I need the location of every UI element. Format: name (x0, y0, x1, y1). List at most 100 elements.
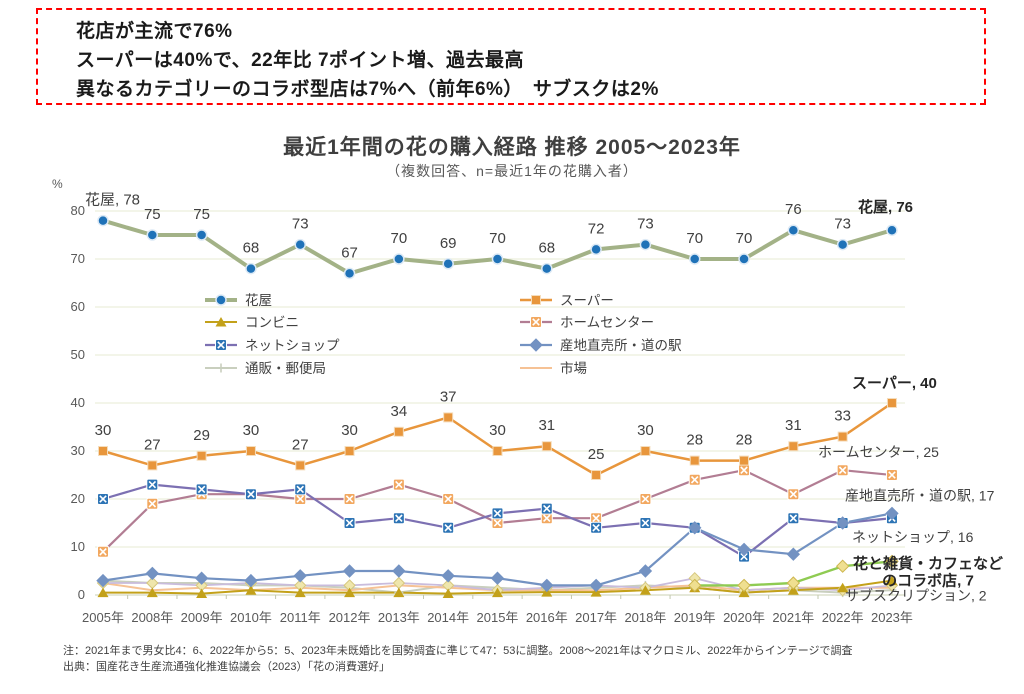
svg-text:25: 25 (588, 446, 605, 463)
svg-text:67: 67 (341, 244, 358, 261)
y-tick-label: 50 (71, 347, 85, 362)
legend-label: 花屋 (245, 293, 272, 308)
y-tick-label: 0 (78, 587, 85, 602)
x-tick-label: 2008年 (131, 610, 173, 625)
legend-label: 通販・郵便局 (245, 361, 326, 376)
svg-text:27: 27 (144, 436, 161, 453)
legend-label: スーパー (560, 293, 614, 308)
series-end-label-スーパー: スーパー, 40 (852, 375, 937, 392)
svg-text:33: 33 (834, 408, 851, 425)
svg-text:28: 28 (736, 432, 753, 449)
svg-text:31: 31 (785, 417, 802, 434)
svg-text:30: 30 (243, 422, 260, 439)
series-line-スーパー (101, 401, 894, 477)
legend-item-花屋: 花屋 (205, 293, 272, 308)
legend-item-スーパー: スーパー (520, 293, 614, 308)
series-point-labels-スーパー: 30 27 29 30 27 30 34 37 30 31 25 30 28 28 31 33 (95, 388, 851, 463)
svg-text:68: 68 (538, 240, 555, 257)
svg-text:73: 73 (292, 216, 309, 233)
callout-line-3: 異なるカテゴリーのコラボ型店は7%へ（前年6%） サブスクは2% (76, 79, 659, 100)
y-axis-unit: % (52, 177, 63, 191)
legend-item-コンビニ: コンビニ (205, 315, 299, 330)
x-tick-label: 2011年 (280, 610, 321, 625)
x-tick-label: 2017年 (575, 610, 617, 625)
x-tick-label: 2009年 (181, 610, 223, 625)
svg-text:70: 70 (736, 230, 753, 247)
svg-text:花屋, 76: 花屋, 76 (858, 198, 913, 216)
x-tick-label: 2020年 (723, 610, 765, 625)
x-axis: 2005年 2008年 2009年 2010年 2011年 2012年 2013年 2014年… (82, 595, 913, 625)
svg-text:29: 29 (193, 427, 210, 444)
y-tick-label: 30 (71, 443, 85, 458)
series-markers-花屋 (97, 214, 898, 280)
legend-label: 産地直売所・道の駅 (560, 338, 682, 353)
svg-text:ネットショップ, 16: ネットショップ, 16 (852, 529, 974, 545)
y-tick-label: 80 (71, 203, 85, 218)
svg-text:73: 73 (834, 216, 851, 233)
chart-title: 最近1年間の花の購入経路 推移 2005～2023年 (283, 136, 741, 159)
footnote-note: 注：2021年まで男女比4：6、2022年から5：5、2023年未既婚比を国勢調… (63, 645, 853, 657)
svg-text:花と雑貨・カフェなど: 花と雑貨・カフェなど (853, 554, 1003, 572)
legend-label: ネットショップ (245, 338, 340, 353)
x-tick-label: 2023年 (871, 610, 913, 625)
legend-item-産地直売所・道の駅: 産地直売所・道の駅 (520, 338, 682, 353)
svg-text:サブスクリプション, 2: サブスクリプション, 2 (845, 587, 987, 603)
svg-text:70: 70 (686, 230, 703, 247)
svg-text:76: 76 (785, 201, 802, 218)
chart-subtitle: （複数回答、n=最近1年の花購入者） (386, 163, 638, 179)
callout-line-1: 花店が主流で76% (76, 21, 233, 42)
svg-text:70: 70 (489, 230, 506, 247)
series-markers-コンビニ (97, 575, 898, 599)
summary-callout: 花店が主流で76% スーパーは40%で、22年比 7ポイント増、過去最高 異なる… (36, 8, 986, 105)
footnotes: 注：2021年まで男女比4：6、2022年から5：5、2023年未既婚比を国勢調… (63, 643, 993, 675)
svg-text:のコラボ店, 7: のコラボ店, 7 (882, 571, 974, 589)
y-tick-label: 70 (71, 251, 85, 266)
series-line-花屋 (101, 218, 894, 276)
legend-label: コンビニ (245, 315, 299, 330)
series-end-label-ホームセンター: ホームセンター, 25 (818, 444, 939, 460)
y-tick-label: 60 (71, 299, 85, 314)
svg-text:73: 73 (637, 216, 654, 233)
svg-text:75: 75 (144, 206, 161, 223)
svg-text:ホームセンター, 25: ホームセンター, 25 (818, 444, 939, 460)
x-tick-label: 2015年 (477, 610, 519, 625)
series-markers-産地直売所・道の駅 (96, 506, 899, 593)
x-tick-label: 2014年 (427, 610, 469, 625)
x-tick-label: 2005年 (82, 610, 124, 625)
svg-text:28: 28 (686, 432, 703, 449)
svg-text:69: 69 (440, 235, 457, 252)
legend-item-通販・郵便局: 通販・郵便局 (205, 361, 326, 376)
callout-line-2: スーパーは40%で、22年比 7ポイント増、過去最高 (76, 50, 525, 71)
legend-label: 市場 (560, 360, 587, 376)
svg-text:30: 30 (341, 422, 358, 439)
y-tick-label: 40 (71, 395, 85, 410)
y-tick-label: 10 (71, 539, 85, 554)
x-tick-label: 2010年 (230, 610, 272, 625)
series-end-label-花屋: 花屋, 76 (858, 198, 913, 216)
x-tick-label: 2021年 (772, 610, 814, 625)
svg-text:30: 30 (637, 422, 654, 439)
x-tick-label: 2018年 (624, 610, 666, 625)
svg-text:72: 72 (588, 220, 605, 237)
legend-label: ホームセンター (560, 315, 654, 330)
svg-text:花屋, 78: 花屋, 78 (85, 192, 140, 209)
svg-text:34: 34 (391, 403, 408, 420)
legend-item-ネットショップ: ネットショップ (205, 338, 340, 353)
x-tick-label: 2013年 (378, 610, 420, 625)
x-tick-label: 2016年 (526, 610, 568, 625)
y-tick-label: 20 (71, 491, 85, 506)
svg-text:31: 31 (538, 417, 555, 434)
x-tick-label: 2012年 (329, 610, 371, 625)
svg-text:30: 30 (95, 422, 112, 439)
svg-text:75: 75 (193, 206, 210, 223)
legend-item-ホームセンター: ホームセンター (520, 315, 654, 330)
svg-text:産地直売所・道の駅, 17: 産地直売所・道の駅, 17 (845, 487, 995, 503)
svg-text:37: 37 (440, 388, 457, 405)
svg-text:スーパー, 40: スーパー, 40 (852, 375, 937, 392)
svg-text:70: 70 (391, 230, 408, 247)
